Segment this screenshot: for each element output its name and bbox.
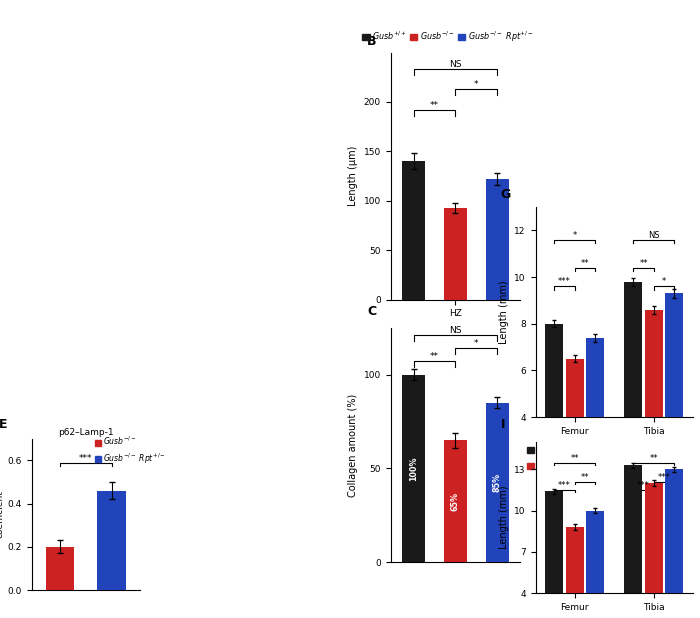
Text: 65%: 65% — [451, 492, 460, 511]
Text: NS: NS — [449, 61, 461, 69]
Bar — [486, 179, 509, 300]
Bar — [665, 294, 683, 510]
Text: *: * — [474, 80, 479, 89]
Text: ***: *** — [658, 473, 671, 482]
Y-axis label: Length (mm): Length (mm) — [498, 281, 509, 344]
Bar — [545, 324, 564, 510]
Bar — [97, 491, 126, 590]
Text: **: ** — [430, 101, 439, 110]
Bar — [444, 440, 467, 562]
Bar — [645, 483, 663, 618]
Text: G: G — [501, 188, 511, 201]
Text: I: I — [501, 418, 505, 431]
Legend: $\it{Gusb}^{+/+}$, $\it{Gusb}^{-/-}$, $\it{Gusb}^{-/-}$ $\it{Rpt}^{+/-}$: $\it{Gusb}^{+/+}$, $\it{Gusb}^{-/-}$, $\… — [363, 29, 533, 43]
Bar — [46, 547, 74, 590]
Title: p62–Lamp-1: p62–Lamp-1 — [58, 428, 113, 436]
Y-axis label: Length (mm): Length (mm) — [498, 486, 509, 549]
Text: ***: *** — [79, 454, 92, 462]
Text: C: C — [368, 305, 377, 318]
Bar — [566, 359, 584, 510]
Text: B: B — [368, 35, 377, 48]
Text: 85%: 85% — [493, 473, 502, 492]
Text: NS: NS — [648, 231, 659, 240]
Bar — [586, 338, 604, 510]
Text: ***: *** — [558, 481, 570, 490]
Text: **: ** — [430, 352, 439, 362]
Bar — [586, 510, 604, 618]
Text: E: E — [0, 418, 8, 431]
Text: 100%: 100% — [409, 456, 418, 481]
Legend: $\it{Gusb}^{+/+}$, $\it{Gusb}^{-/-}$, $\it{Gusb}^{-/-}$ $\it{Rpt}^{+/-}$: $\it{Gusb}^{+/+}$, $\it{Gusb}^{-/-}$, $\… — [527, 442, 650, 471]
Bar — [645, 310, 663, 510]
Bar — [624, 282, 643, 510]
Bar — [566, 527, 584, 618]
Text: *: * — [573, 231, 577, 240]
Bar — [624, 465, 643, 618]
Text: NS: NS — [449, 326, 461, 335]
Text: **: ** — [570, 454, 579, 462]
Text: **: ** — [580, 473, 589, 482]
Y-axis label: Length (μm): Length (μm) — [348, 146, 358, 206]
Text: **: ** — [650, 454, 658, 462]
Text: *: * — [662, 277, 666, 286]
Y-axis label: Collagen amount (%): Collagen amount (%) — [348, 393, 358, 497]
Text: **: ** — [639, 259, 648, 268]
Bar — [545, 491, 564, 618]
Text: *: * — [474, 339, 479, 348]
Bar — [665, 470, 683, 618]
Legend: $\it{Gusb}^{-/-}$, $\it{Gusb}^{-/-}$ $\it{Rpt}^{+/-}$: $\it{Gusb}^{-/-}$, $\it{Gusb}^{-/-}$ $\i… — [95, 435, 166, 465]
Bar — [486, 403, 509, 562]
Bar — [402, 161, 425, 300]
Text: ***: *** — [558, 277, 570, 286]
Bar — [402, 375, 425, 562]
Text: **: ** — [580, 259, 589, 268]
Text: ***: *** — [637, 481, 650, 490]
Bar — [444, 208, 467, 300]
Y-axis label: Mander's
coefficient: Mander's coefficient — [0, 491, 5, 538]
